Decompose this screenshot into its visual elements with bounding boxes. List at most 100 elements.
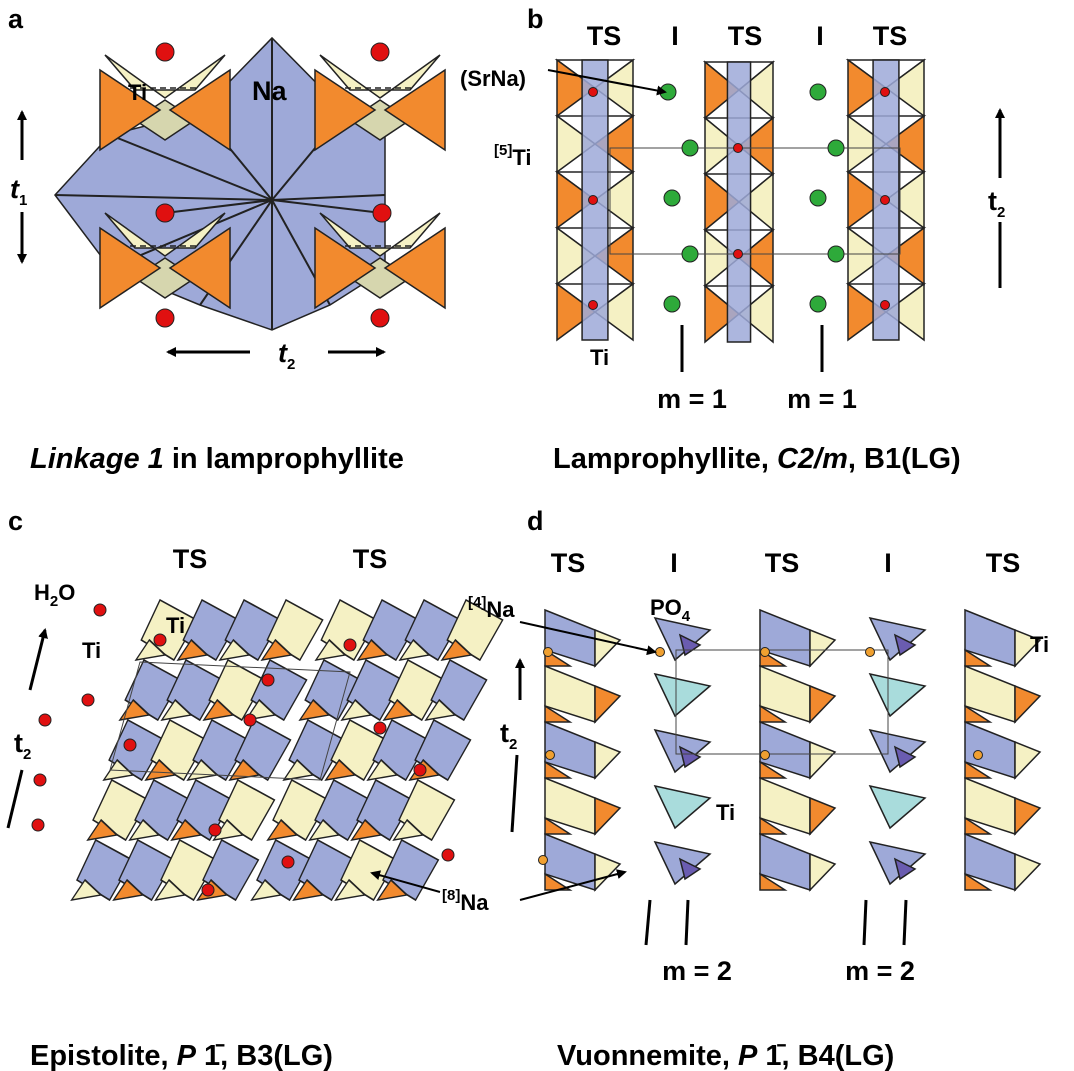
atom [38,713,52,727]
polyhedron [704,116,741,176]
polyhedron [704,284,741,344]
layer-label: TS [173,544,208,574]
layer-label: I [671,21,679,51]
polyhedron [809,684,837,724]
polyhedron [334,878,367,901]
panel-letter: a [8,4,24,34]
atom [201,883,215,897]
atom-label: Ti [1030,632,1049,657]
axis-label: t1 [10,174,27,209]
atom-label: Ti [166,613,185,638]
bond [54,194,273,201]
polyhedron [544,760,573,779]
polyhedron [314,68,377,152]
caption: Epistolite, P 1̄, B3(LG) [30,1040,333,1071]
polyhedron [847,114,888,174]
atom-label: Ti [128,80,147,105]
caption-part: C2/m [777,443,848,475]
atom-label: Na [252,76,287,106]
polyhedron [556,226,597,286]
polyhedron [134,638,167,661]
m-label: m = 2 [662,956,732,986]
polyhedron [356,638,389,661]
layer-label: TS [728,21,763,51]
polyhedron [868,784,927,830]
polyhedron [809,796,837,836]
polyhedron [366,758,399,781]
atom [33,773,47,787]
atom [441,848,455,862]
atom [588,195,598,205]
polyhedron [324,758,357,781]
atom [809,189,827,207]
caption: Vuonnemite, P 1̄, B4(LG) [557,1040,894,1071]
polyhedron [1014,740,1042,780]
atom [663,295,681,313]
polyhedron [594,852,622,892]
axis-subscript: 2 [23,746,31,763]
polyhedron [70,878,103,901]
bond [271,199,383,214]
panel-d-art [538,608,1042,892]
atom [655,647,665,657]
layer-label: TS [551,548,586,578]
atom [93,603,107,617]
caption-part: Linkage 1 [30,443,164,475]
polyhedron [737,228,774,288]
polyhedron [154,878,187,901]
atom: Na [460,890,489,915]
polyhedron [847,58,888,118]
polyhedron [260,638,293,661]
atom [663,189,681,207]
atom: Ti [512,145,531,170]
atom [208,823,222,837]
atom [243,713,257,727]
axis-subscript: 2 [997,204,1005,221]
atom [543,647,553,657]
polyhedron [383,68,446,152]
atom [545,750,555,760]
polyhedron [884,170,925,230]
polyhedron [282,758,315,781]
formula-subscript: 2 [50,593,58,610]
polyhedron [759,872,788,891]
atom-label: Ti [82,638,101,663]
polyhedron [594,684,622,724]
axis-symbol: t [500,718,509,748]
polyhedron [99,68,162,152]
ts-block [250,598,504,902]
axis-subscript: 2 [509,736,517,753]
polyhedron [556,170,597,230]
polyhedron [653,672,712,718]
atom-label: H2O [34,580,75,610]
atom [413,763,427,777]
polyhedron [593,170,634,230]
atom [681,139,699,157]
axis-label: t2 [988,186,1005,221]
formula-subscript: 4 [682,608,691,625]
unit-cell [109,661,351,781]
polyhedron [383,226,446,310]
ts-block [70,598,324,902]
atom [155,308,175,328]
atom [880,87,890,97]
polyhedron [292,878,325,901]
panel-letter: b [527,4,544,34]
atom-label: [8]Na [442,887,489,915]
m-label: m = 2 [845,956,915,986]
atom [153,633,167,647]
polyhedron [350,818,383,841]
atom-label: [4]Na [468,594,515,622]
axis-label: t2 [500,718,517,753]
polyhedron [737,60,774,120]
caption-part: Lamprophyllite, [553,443,777,475]
bond [109,134,273,201]
atom [827,139,845,157]
atom-label: PO4 [650,595,691,625]
polyhedron [544,704,573,723]
axis-subscript: 2 [287,356,295,373]
polyhedron [704,60,741,120]
caption-part: in lamprophyllite [164,443,404,475]
atom: Na [486,597,515,622]
atom [880,300,890,310]
